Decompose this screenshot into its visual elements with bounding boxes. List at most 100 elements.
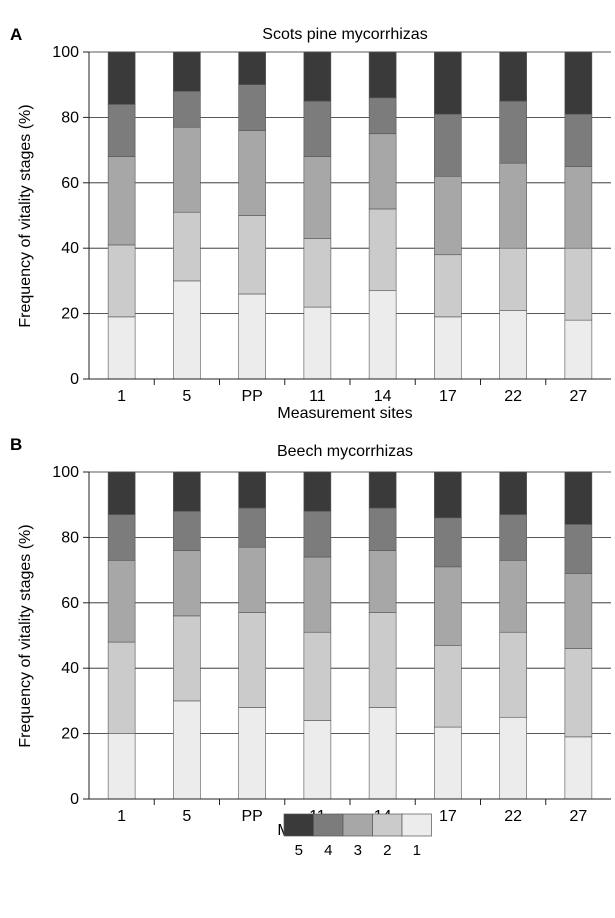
bar-segment-stage-1-site-17	[434, 316, 462, 380]
bar-segment-stage-4-site-5	[173, 90, 201, 128]
bar-segment-stage-3-site-1	[107, 156, 136, 246]
bar-segment-stage-5-site-17	[434, 471, 462, 519]
bar-segment-stage-3-site-22	[499, 162, 527, 249]
x-tick-label: PP	[241, 388, 262, 405]
x-tick-label: 17	[439, 808, 457, 825]
legend: 5 4 3 2 1	[283, 813, 432, 859]
bar-segment-stage-1-site-17	[434, 726, 462, 800]
y-tick-label: 100	[52, 44, 79, 61]
bar-segment-stage-3-site-27	[564, 166, 593, 249]
bar-segment-stage-5-site-5	[173, 471, 201, 512]
bar-segment-stage-5-site-1	[107, 51, 136, 105]
bar-segment-stage-4-site-27	[564, 524, 593, 574]
bar-segment-stage-1-site-PP	[238, 707, 266, 800]
y-tick-label: 0	[70, 371, 79, 388]
bar-segment-stage-1-site-5	[173, 700, 201, 800]
bar-segment-stage-1-site-27	[564, 736, 593, 800]
bar-segment-stage-3-site-22	[499, 559, 527, 633]
bar-segment-stage-2-site-22	[499, 247, 527, 311]
bar-segment-stage-2-site-1	[107, 244, 136, 318]
y-tick-label: 0	[70, 791, 79, 808]
legend-swatch-stage-3	[342, 813, 373, 837]
legend-label-stage-3: 3	[354, 842, 362, 859]
bar-segment-stage-4-site-11	[303, 510, 332, 558]
legend-swatch-stage-4	[313, 813, 344, 837]
bar-segment-stage-2-site-11	[303, 631, 332, 721]
panel-letter-b: B	[10, 435, 22, 454]
bar-segment-stage-3-site-PP	[238, 546, 266, 613]
bar-segment-stage-1-site-11	[303, 720, 332, 800]
y-tick-label: 60	[61, 595, 79, 612]
bar-segment-stage-2-site-27	[564, 648, 593, 738]
bar-segment-stage-1-site-5	[173, 280, 201, 380]
x-tick-label: 22	[504, 808, 522, 825]
x-axis-label-a: Measurement sites	[277, 405, 412, 422]
bar-segment-stage-3-site-17	[434, 566, 462, 646]
x-tick-label: 27	[569, 808, 587, 825]
y-tick-label: 20	[61, 306, 79, 323]
bar-segment-stage-4-site-PP	[238, 507, 266, 548]
bar-segment-stage-5-site-14	[368, 51, 397, 99]
bar-segment-stage-2-site-PP	[238, 612, 266, 708]
x-tick-label: 5	[182, 808, 191, 825]
y-tick-label: 40	[61, 660, 79, 677]
legend-label-stage-4: 4	[324, 842, 332, 859]
bar-segment-stage-4-site-22	[499, 514, 527, 561]
bar-segment-stage-2-site-5	[173, 615, 201, 702]
bar-segment-stage-4-site-PP	[238, 84, 266, 131]
bar-segment-stage-5-site-14	[368, 471, 397, 509]
bar-segment-stage-1-site-14	[368, 290, 397, 380]
bar-segment-stage-2-site-22	[499, 631, 527, 718]
y-tick-label: 60	[61, 175, 79, 192]
x-tick-label: 1	[117, 808, 126, 825]
bar-segment-stage-3-site-5	[173, 126, 201, 213]
bar-segment-stage-3-site-17	[434, 175, 462, 256]
x-tick-label: 17	[439, 388, 457, 405]
x-tick-label: 1	[117, 388, 126, 405]
bar-segment-stage-1-site-22	[499, 310, 527, 380]
bar-segment-stage-5-site-5	[173, 51, 201, 92]
bar-segment-stage-3-site-14	[368, 550, 397, 613]
x-tick-label: 5	[182, 388, 191, 405]
bar-segment-stage-1-site-PP	[238, 293, 266, 380]
bar-segment-stage-4-site-14	[368, 507, 397, 551]
legend-swatch-stage-1	[401, 813, 432, 837]
plot-area-a: 0 20 40 60 80 100 1 5 PP 11 14 17 22 27	[52, 44, 611, 405]
bar-segment-stage-3-site-27	[564, 573, 593, 649]
bar-segment-stage-4-site-22	[499, 100, 527, 164]
bar-segment-stage-5-site-22	[499, 471, 527, 515]
panel-letter-a: A	[10, 25, 22, 44]
bar-segment-stage-5-site-17	[434, 51, 462, 115]
y-tick-label: 100	[52, 464, 79, 481]
x-tick-label: 11	[309, 388, 326, 405]
bar-segment-stage-4-site-5	[173, 510, 201, 551]
legend-swatch-stage-5	[283, 813, 314, 837]
chart-title-b: Beech mycorrhizas	[277, 443, 413, 460]
bar-segment-stage-5-site-22	[499, 51, 527, 102]
y-axis-label-a: Frequency of vitality stages (%)	[17, 104, 34, 327]
x-tick-label: PP	[241, 808, 262, 825]
bar-segment-stage-4-site-27	[564, 113, 593, 167]
bar-segment-stage-1-site-22	[499, 716, 527, 800]
bar-segment-stage-5-site-11	[303, 471, 332, 512]
legend-label-stage-2: 2	[383, 842, 391, 859]
bar-segment-stage-4-site-1	[107, 514, 136, 561]
y-axis-label-b: Frequency of vitality stages (%)	[17, 524, 34, 747]
bar-segment-stage-5-site-1	[107, 471, 136, 515]
legend-label-stage-1: 1	[413, 842, 421, 859]
bar-segment-stage-5-site-27	[564, 51, 593, 115]
x-tick-label: 14	[374, 388, 392, 405]
bar-segment-stage-4-site-1	[107, 104, 136, 157]
bar-segment-stage-1-site-1	[107, 733, 136, 800]
bar-segment-stage-3-site-5	[173, 550, 201, 617]
y-tick-label: 80	[61, 109, 79, 126]
bar-segment-stage-3-site-11	[303, 556, 332, 633]
chart-title-a: Scots pine mycorrhizas	[262, 26, 427, 43]
bar-segment-stage-2-site-17	[434, 254, 462, 318]
bar-segment-stage-1-site-27	[564, 319, 593, 380]
bar-segment-stage-5-site-PP	[238, 51, 266, 86]
bar-segment-stage-1-site-11	[303, 306, 332, 380]
x-tick-label: 27	[569, 388, 587, 405]
